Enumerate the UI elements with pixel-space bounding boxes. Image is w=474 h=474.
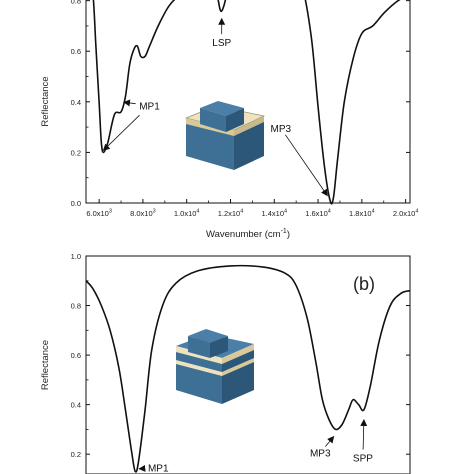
panel-a-annotations: LSP MP1 MP3 [102, 17, 328, 197]
x-tick-label: 2.0x104 [393, 209, 419, 219]
panel-b-reflectance-curve [85, 264, 411, 473]
y-tick-label: 0.6 [71, 47, 81, 56]
panel-a-plot-frame [85, 0, 411, 204]
y-tick-label: 0.4 [71, 98, 81, 107]
y-tick-label: 0.6 [71, 351, 81, 360]
panel-b-ticks: 0.2 0.4 0.6 0.8 1.0 [71, 252, 410, 459]
y-tick-label: 0.2 [71, 148, 81, 157]
annotation-arrow [360, 419, 368, 450]
panel-b-structure-cube-illustration [176, 329, 254, 404]
panel-a-structure-cube-illustration [184, 101, 266, 170]
annotation-arrow [102, 114, 140, 151]
annotation-mp3: MP3 [310, 449, 331, 460]
x-tick-label: 1.0x104 [174, 209, 200, 219]
annotation-mp1: MP1 [139, 101, 160, 112]
annotation-arrow [285, 134, 328, 197]
panel-b-y-axis-label: Reflectance [40, 340, 51, 390]
annotation-arrow [325, 435, 335, 447]
y-tick-label: 0.0 [71, 199, 81, 208]
panel-a-reflectance-curve [92, 0, 401, 205]
panel-a-chart: 0.0 0.2 0.4 0.6 0.8 6.0x103 8.0x103 1.0x104 1.2x… [40, 0, 418, 240]
y-tick-label: 0.2 [71, 450, 81, 459]
panel-b-chart: 0.2 0.4 0.6 0.8 1.0 MP1 MP3 SPP Reflectance (b… [40, 252, 411, 474]
annotation-mp3: MP3 [271, 124, 292, 135]
panel-b-label: (b) [353, 274, 375, 294]
annotation-spp: SPP [353, 454, 373, 465]
annotation-mp1: MP1 [148, 464, 169, 474]
panel-a-y-axis-label: Reflectance [40, 76, 51, 126]
panel-b-plot-frame [85, 255, 411, 474]
panel-a-x-axis-label: Wavenumber (cm-1) [206, 228, 290, 240]
panel-a-ticks: 0.0 0.2 0.4 0.6 0.8 6.0x103 8.0x103 1.0x104 1.2x… [71, 0, 419, 218]
x-tick-label: 1.8x104 [349, 209, 375, 219]
y-tick-label: 0.4 [71, 401, 81, 410]
y-tick-label: 1.0 [71, 252, 81, 261]
x-tick-label: 1.6x104 [305, 209, 331, 219]
x-tick-label: 8.0x103 [130, 209, 156, 219]
y-tick-label: 0.8 [71, 0, 81, 6]
panel-b-annotations: MP1 MP3 SPP [138, 419, 373, 474]
x-tick-label: 1.2x104 [218, 209, 244, 219]
x-tick-label: 1.4x104 [261, 209, 287, 219]
y-tick-label: 0.8 [71, 302, 81, 311]
annotation-arrow [123, 99, 136, 107]
annotation-lsp: LSP [212, 38, 231, 49]
x-tick-label: 6.0x103 [86, 209, 112, 219]
